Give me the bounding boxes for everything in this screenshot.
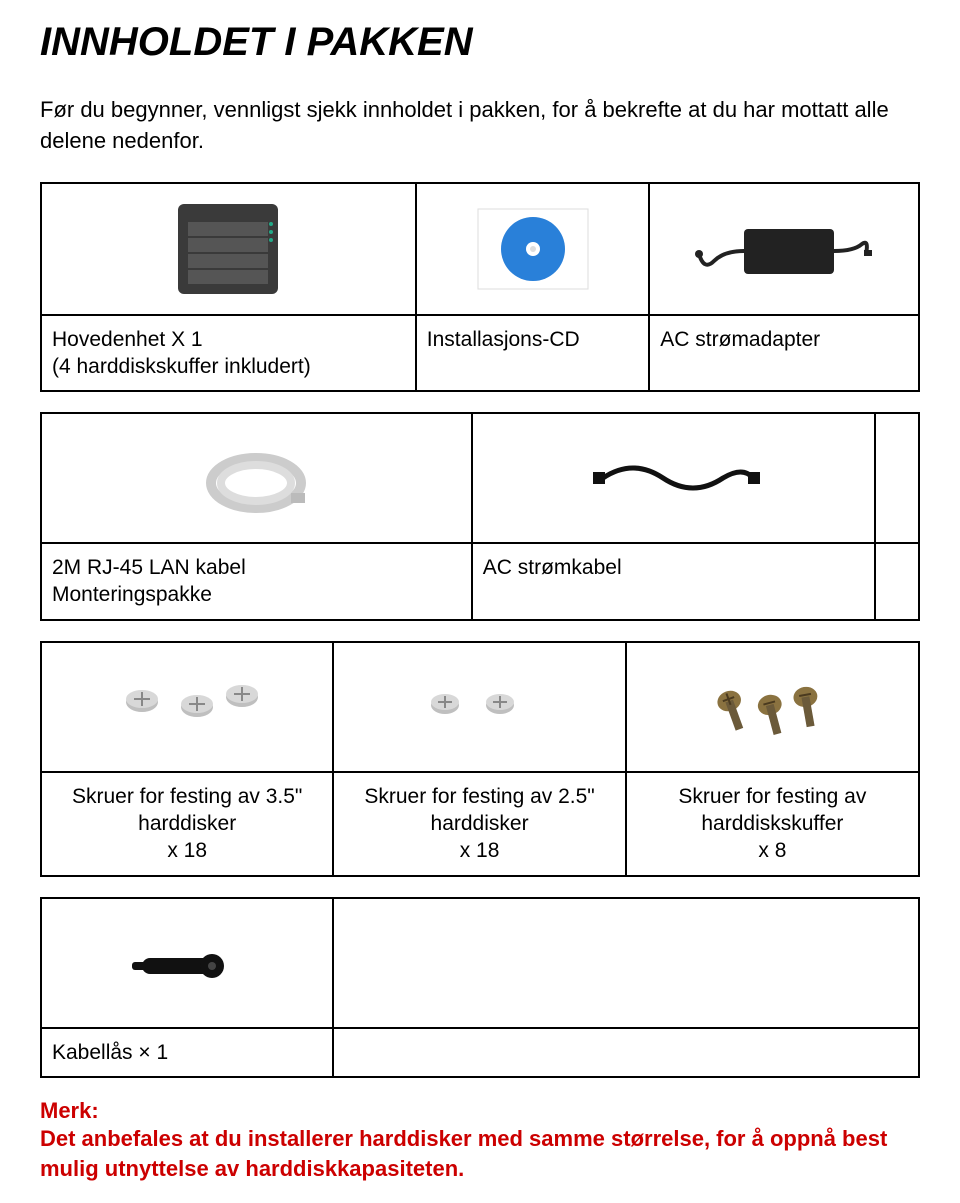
img-screws-tray bbox=[626, 642, 919, 772]
label-main-unit: Hovedenhet X 1 (4 harddiskskuffer inklud… bbox=[41, 315, 416, 392]
contents-table-4: Kabellås × 1 bbox=[40, 897, 920, 1078]
contents-table-2: 2M RJ-45 LAN kabel Monteringspakke AC st… bbox=[40, 412, 920, 621]
label-power-cable: AC strømkabel bbox=[472, 543, 875, 620]
img-screws-35 bbox=[41, 642, 333, 772]
label-screws-25: Skruer for festing av 2.5" harddisker x … bbox=[333, 772, 625, 876]
label-screws-tray: Skruer for festing av harddiskskuffer x … bbox=[626, 772, 919, 876]
contents-table-3: Skruer for festing av 3.5" harddisker x … bbox=[40, 641, 920, 877]
label-cable-lock: Kabellås × 1 bbox=[41, 1028, 333, 1077]
note-label: Merk: bbox=[40, 1098, 99, 1123]
empty-cell-4 bbox=[333, 1028, 919, 1077]
label-lan-mounting: 2M RJ-45 LAN kabel Monteringspakke bbox=[41, 543, 472, 620]
empty-cell-1 bbox=[875, 413, 919, 543]
img-cd bbox=[416, 183, 649, 315]
note-text: Det anbefales at du installerer harddisk… bbox=[40, 1126, 887, 1181]
label-cd: Installasjons-CD bbox=[416, 315, 649, 392]
label-screws-35: Skruer for festing av 3.5" harddisker x … bbox=[41, 772, 333, 876]
img-power-cable bbox=[472, 413, 875, 543]
contents-table-1: Hovedenhet X 1 (4 harddiskskuffer inklud… bbox=[40, 182, 920, 393]
label-mounting: Monteringspakke bbox=[52, 581, 461, 608]
empty-cell-2 bbox=[875, 543, 919, 620]
img-screws-25 bbox=[333, 642, 625, 772]
label-lan: 2M RJ-45 LAN kabel bbox=[52, 554, 461, 581]
img-main-unit bbox=[41, 183, 416, 315]
img-ac-adapter bbox=[649, 183, 919, 315]
note-block: Merk: Det anbefales at du installerer ha… bbox=[40, 1098, 920, 1183]
empty-cell-3 bbox=[333, 898, 919, 1028]
img-lan-cable bbox=[41, 413, 472, 543]
intro-text: Før du begynner, vennligst sjekk innhold… bbox=[40, 95, 920, 157]
label-adapter: AC strømadapter bbox=[649, 315, 919, 392]
img-cable-lock bbox=[41, 898, 333, 1028]
page-title: INNHOLDET I PAKKEN bbox=[40, 20, 920, 65]
